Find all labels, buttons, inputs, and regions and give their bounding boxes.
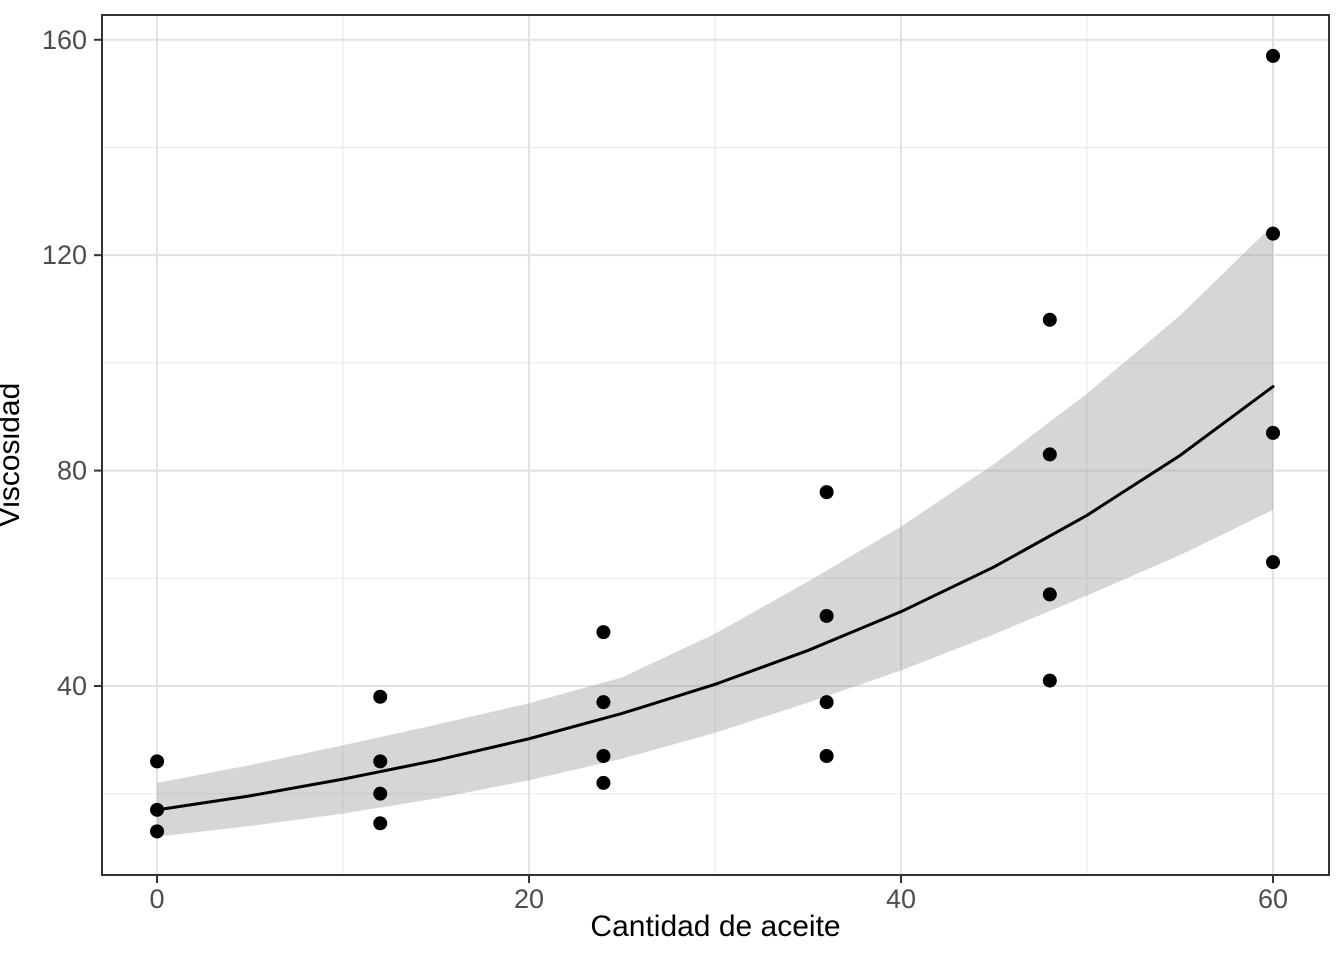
data-point [150,824,165,839]
data-point [150,754,165,769]
data-point [150,802,165,817]
x-axis-title: Cantidad de aceite [590,910,841,943]
data-point [819,695,834,710]
data-point [819,485,834,500]
y-tick-label: 80 [57,456,87,486]
data-point [373,786,388,801]
data-point [596,625,611,640]
data-point [1042,447,1057,462]
data-point [819,748,834,763]
panel-border [101,14,1330,876]
data-point [1042,673,1057,688]
x-tick-label: 20 [514,884,544,914]
data-point [1266,425,1281,440]
data-point [1042,312,1057,327]
data-point [1266,48,1281,63]
data-point [373,754,388,769]
x-tick-label: 0 [150,884,165,914]
data-point [373,689,388,704]
y-axis-title: Viscosidad [0,382,26,528]
fit-line [155,385,1275,812]
x-tick-label: 60 [1258,884,1288,914]
data-point [1042,587,1057,602]
data-point [596,695,611,710]
y-tick-label: 120 [42,240,87,270]
data-point [819,608,834,623]
y-tick-label: 160 [42,25,87,55]
data-point [1266,555,1281,570]
x-tick-label: 40 [886,884,916,914]
data-point [596,748,611,763]
confidence-ribbon [157,225,1274,837]
data-point [373,816,388,831]
data-point [1266,226,1281,241]
data-point [596,775,611,790]
y-tick-label: 40 [57,671,87,701]
